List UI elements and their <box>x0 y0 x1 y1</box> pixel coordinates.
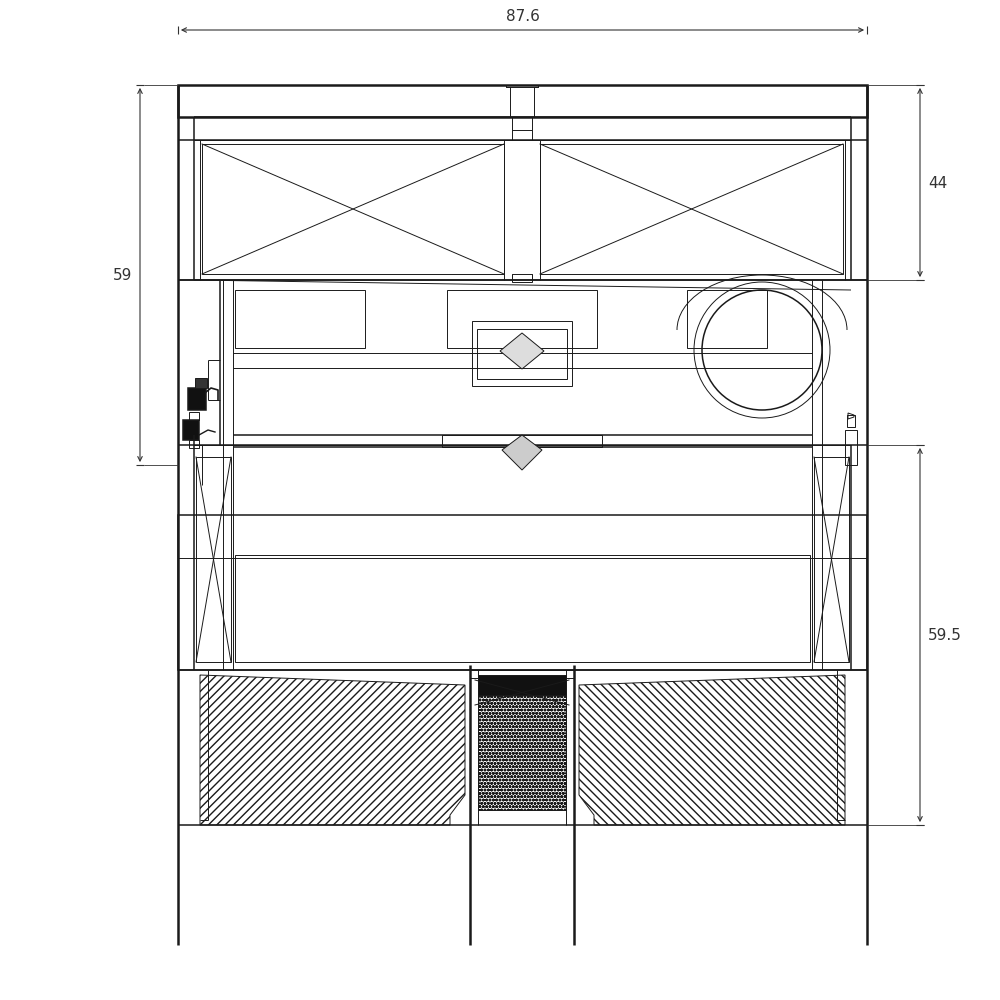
Bar <box>188 388 206 410</box>
Bar <box>189 412 199 420</box>
Text: 59: 59 <box>113 267 132 282</box>
Text: 87.6: 87.6 <box>506 9 539 24</box>
Polygon shape <box>500 333 544 369</box>
Text: 44: 44 <box>928 176 947 190</box>
Bar <box>512 274 532 282</box>
Bar <box>814 457 849 662</box>
Bar <box>195 378 207 388</box>
Bar <box>470 670 574 678</box>
Bar <box>235 290 365 348</box>
Bar <box>847 415 855 427</box>
Bar <box>189 440 199 448</box>
Polygon shape <box>502 435 542 470</box>
Bar <box>196 457 231 662</box>
Bar <box>687 290 767 348</box>
Bar <box>442 435 602 447</box>
Bar <box>845 430 857 465</box>
Bar <box>178 515 867 670</box>
Bar <box>478 675 566 695</box>
Bar <box>447 290 597 348</box>
Bar <box>506 85 538 87</box>
Bar <box>540 144 843 274</box>
Bar <box>235 555 810 662</box>
Bar <box>183 420 199 440</box>
Bar <box>178 85 867 117</box>
Bar <box>202 144 504 274</box>
Bar <box>472 321 572 386</box>
Bar <box>477 329 567 379</box>
Bar <box>478 695 566 810</box>
Text: 59.5: 59.5 <box>928 628 962 643</box>
